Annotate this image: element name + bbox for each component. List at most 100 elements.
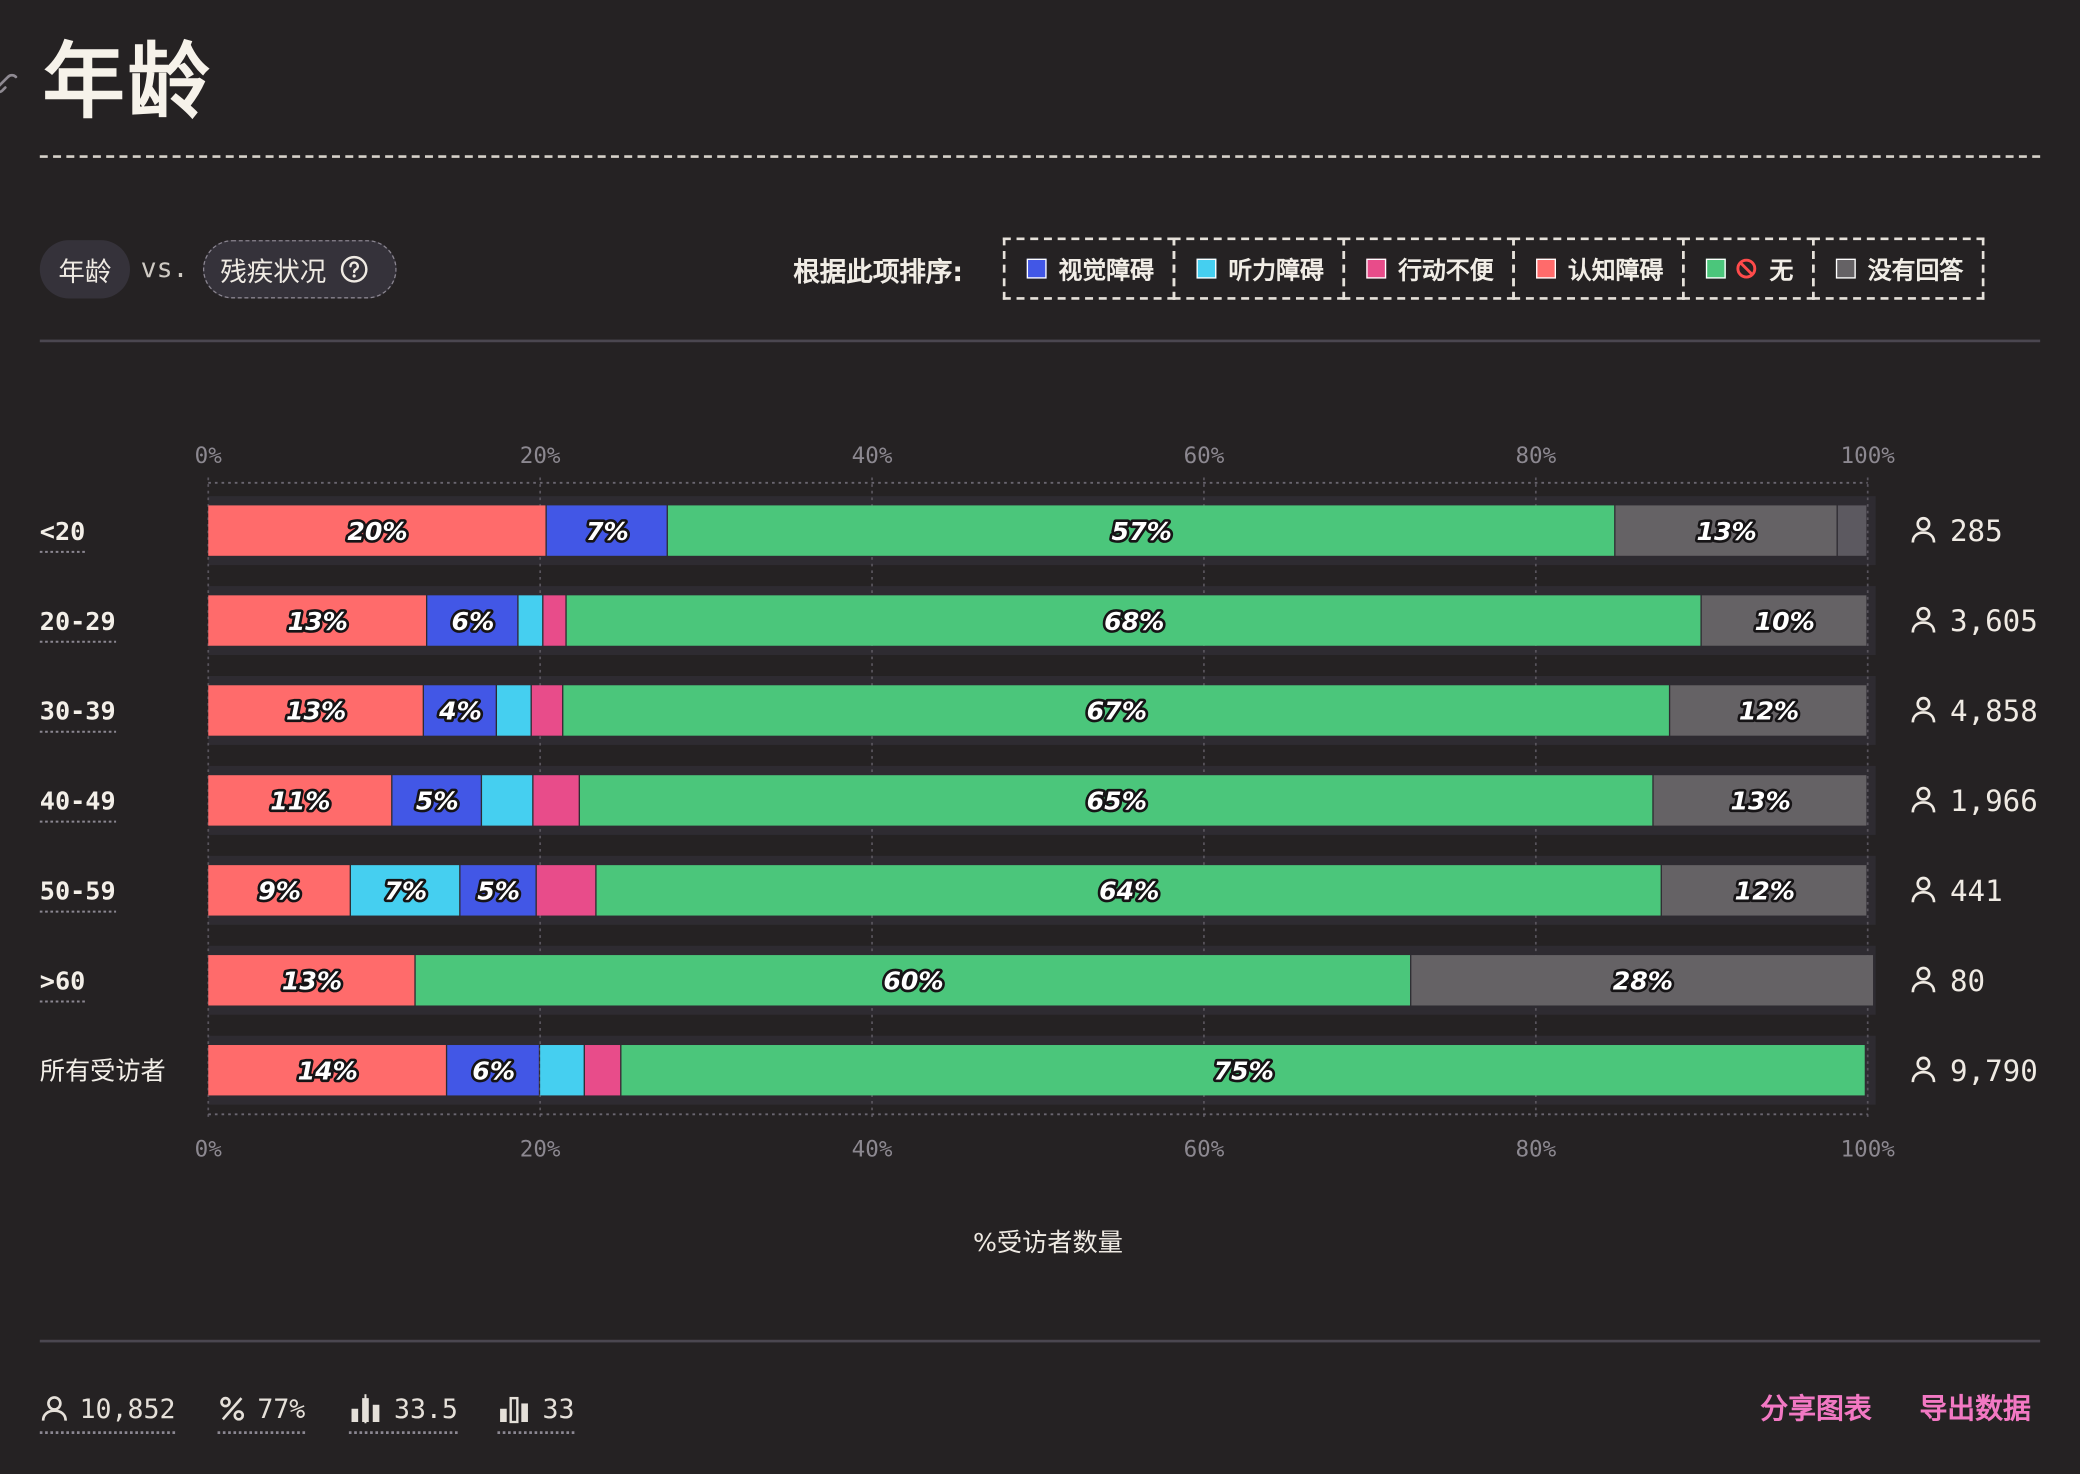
- bar-segment-cognitive: [208, 775, 392, 826]
- data-label: 57%: [1112, 517, 1172, 546]
- person-icon: [41, 1396, 67, 1421]
- data-label: 6%: [452, 607, 495, 636]
- stat-value: 77%: [257, 1392, 306, 1425]
- person-icon: [1911, 966, 1936, 993]
- data-label: 5%: [416, 787, 459, 816]
- x-tick-label-top: 40%: [852, 443, 893, 469]
- sort-option-cognitive[interactable]: 认知障碍: [1512, 237, 1685, 300]
- sort-option-visual[interactable]: 视觉障碍: [1002, 237, 1176, 300]
- bar-segment-none: [596, 865, 1661, 916]
- x-tick-label-bottom: 100%: [1841, 1137, 1896, 1163]
- x-axis-title: %受访者数量: [972, 1228, 1123, 1258]
- bar-segment-no_answer: [1701, 595, 1867, 646]
- bar-segment-visual: [546, 505, 667, 556]
- data-label: 20%: [347, 517, 407, 546]
- category-label: 20-29: [40, 607, 116, 636]
- respondent-count: 285: [1950, 514, 2003, 548]
- data-label: 14%: [298, 1057, 358, 1086]
- data-label: 64%: [1099, 877, 1159, 906]
- bar-segment-mobility: [584, 1045, 621, 1096]
- bar-segment-none: [621, 1045, 1865, 1096]
- sort-option-none[interactable]: 无: [1682, 237, 1815, 300]
- person-icon: [1911, 606, 1936, 633]
- sort-legend: 视觉障碍 听力障碍 行动不便 认知障碍 无 没有回答: [1002, 237, 1985, 300]
- data-label: 4%: [438, 697, 482, 726]
- sort-option-label: 行动不便: [1398, 256, 1494, 285]
- bar-segment-none: [579, 775, 1653, 826]
- bar-segment-cognitive: [208, 1045, 446, 1096]
- data-label: 6%: [472, 1057, 515, 1086]
- bar-segment-mobility: [543, 595, 566, 646]
- completion-rate-stat[interactable]: 77%: [217, 1389, 306, 1434]
- sort-option-label: 视觉障碍: [1058, 256, 1155, 285]
- stat-value: 33: [542, 1392, 575, 1425]
- median-stat[interactable]: 33: [497, 1389, 575, 1434]
- page-title: 年龄: [42, 33, 213, 130]
- visual-swatch: [1026, 258, 1047, 279]
- category-label: <20: [40, 517, 85, 546]
- sort-option-no-answer[interactable]: 没有回答: [1811, 237, 1985, 300]
- bar-segment-visual: [392, 775, 481, 826]
- person-icon: [1911, 696, 1936, 723]
- bar-segment-mobility: [536, 865, 596, 916]
- person-icon: [1911, 876, 1936, 903]
- data-label: 65%: [1087, 787, 1147, 816]
- bar-segment-no_answer: [1411, 955, 1874, 1006]
- sort-label: 根据此项排序:: [793, 256, 964, 288]
- bar-segment-visual: [423, 685, 496, 736]
- person-icon: [1911, 786, 1936, 813]
- bar-segment-none: [415, 955, 1411, 1006]
- secondary-variable-pill[interactable]: 残疾状况: [202, 240, 397, 299]
- bar-segment-visual: [427, 595, 518, 646]
- x-tick-label-top: 0%: [195, 443, 223, 469]
- person-icon: [1911, 516, 1936, 543]
- sort-option-label: 没有回答: [1867, 256, 1964, 285]
- bar-segment-none: [563, 685, 1669, 736]
- primary-variable-pill[interactable]: 年龄: [39, 240, 130, 299]
- help-icon[interactable]: [340, 255, 369, 284]
- x-tick-label-top: 80%: [1515, 443, 1556, 469]
- x-tick-label-bottom: 20%: [520, 1137, 561, 1163]
- x-tick-label-top: 60%: [1184, 443, 1225, 469]
- stacked-bar-chart: 0% 0% 20% 20% 40% 40% 60% 60% 80% 80% 100% 100% <20 2…: [39, 443, 2038, 1163]
- category-label: >60: [40, 967, 85, 996]
- bar-segment-cognitive: [208, 955, 415, 1006]
- bar-segment-no_answer: [1653, 775, 1867, 826]
- respondent-count: 9,790: [1950, 1054, 2038, 1088]
- bar-segment-no_answer: [1661, 865, 1867, 916]
- bar-chart-average-icon: [351, 1394, 380, 1424]
- share-chart-link[interactable]: 分享图表: [1760, 1392, 1872, 1425]
- sort-option-hearing[interactable]: 听力障碍: [1172, 237, 1346, 300]
- sort-option-mobility[interactable]: 行动不便: [1342, 237, 1515, 300]
- none-swatch: [1705, 258, 1726, 279]
- sort-option-label: 无: [1769, 256, 1794, 285]
- bar-segment-cognitive: [208, 595, 426, 646]
- bar-segment-no_answer: [1615, 505, 1837, 556]
- category-label: 50-59: [40, 877, 116, 906]
- category-label: 40-49: [40, 787, 116, 816]
- data-label: 9%: [258, 877, 301, 906]
- respondent-count: 3,605: [1950, 604, 2038, 638]
- bar-segment-hearing: [540, 1045, 584, 1096]
- bar-chart-median-icon: [500, 1396, 528, 1424]
- respondent-count-stat[interactable]: 10,852: [39, 1389, 176, 1434]
- export-data-link[interactable]: 导出数据: [1919, 1392, 2031, 1425]
- secondary-variable-label: 残疾状况: [220, 255, 327, 288]
- data-label: 60%: [883, 967, 943, 996]
- bar-segment-no_answer: [1670, 685, 1867, 736]
- bar-segment-mobility: [533, 775, 579, 826]
- data-label: 12%: [1735, 877, 1795, 906]
- data-label: 12%: [1739, 697, 1799, 726]
- vs-label: vs.: [140, 252, 189, 284]
- mobility-swatch: [1366, 258, 1387, 279]
- bar-segment-cognitive: [208, 505, 546, 556]
- data-label: 13%: [1731, 787, 1791, 816]
- x-tick-label-bottom: 40%: [852, 1137, 893, 1163]
- primary-variable-label: 年龄: [58, 255, 112, 288]
- data-label: 68%: [1104, 607, 1164, 636]
- percent-icon: [220, 1396, 245, 1421]
- bar-segment-hearing: [482, 775, 533, 826]
- average-stat[interactable]: 33.5: [348, 1389, 458, 1434]
- sort-option-label: 听力障碍: [1228, 256, 1324, 285]
- link-icon[interactable]: [0, 69, 19, 98]
